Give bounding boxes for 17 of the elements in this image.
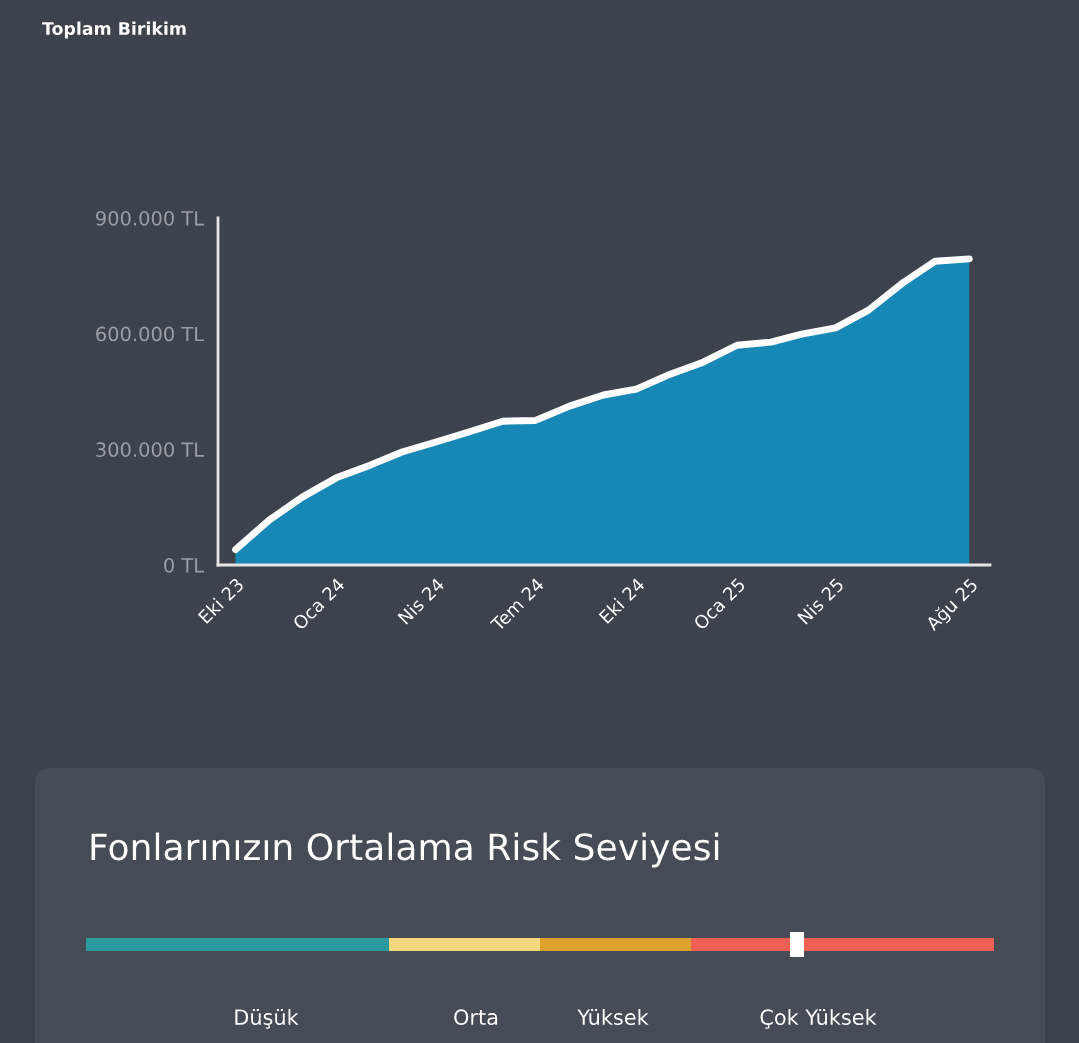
x-tick-label: Nis 25 [796, 577, 845, 625]
x-tick-label: Nis 24 [397, 576, 446, 625]
text: Yüksek [577, 1008, 649, 1026]
text: Fonlarınızın Ortalama Risk Seviyesi [91, 832, 719, 868]
chart-title: Toplam Birikim [42, 21, 186, 39]
x-tick-label: Oca 24 [292, 577, 346, 631]
y-tick-label: 900.000 TL [96, 210, 205, 226]
y-tick-label: 600.000 TL [96, 326, 205, 342]
y-tick-label: 300.000 TL [96, 442, 205, 457]
x-tick-label: Oca 25 [692, 577, 746, 631]
text: Çok Yüksek [760, 1008, 877, 1029]
x-tick-label: Eki 24 [598, 576, 646, 624]
x-tick-label: Eki 23 [197, 577, 245, 625]
text: Orta [454, 1009, 498, 1026]
x-tick-label: Tem 24 [489, 577, 545, 633]
y-tick-label: 0 TL [164, 557, 205, 573]
text: Düşük [235, 1008, 299, 1029]
